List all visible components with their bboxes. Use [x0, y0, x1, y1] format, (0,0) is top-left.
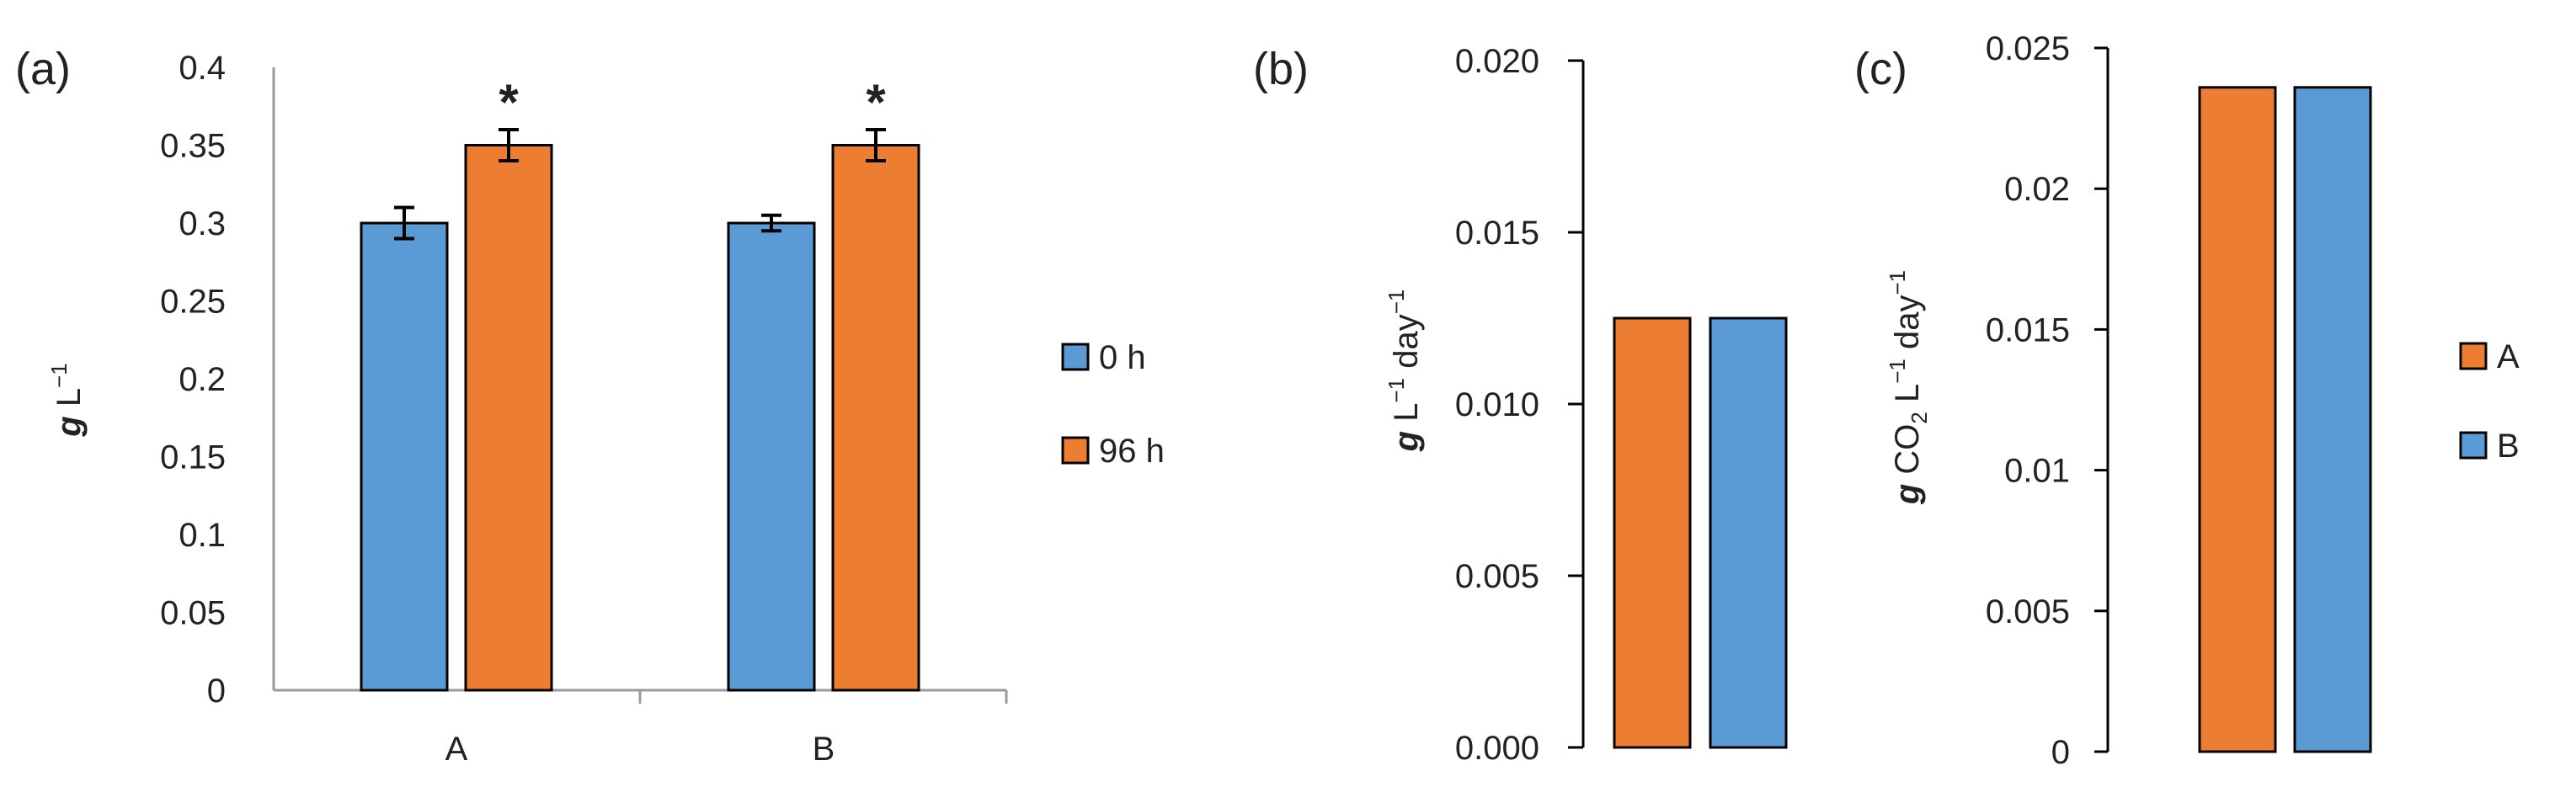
panel-b: (b) g L−1 day−1 0.000 0.005 0.010 0.015 0.02…	[1253, 43, 1788, 767]
legend-label-0h: 0 h	[1099, 339, 1146, 376]
y-tick-label: 0.1	[179, 517, 226, 554]
legend-label-b: B	[2497, 428, 2520, 465]
x-tick-label: B	[813, 731, 835, 768]
panel-a-legend: 0 h 96 h	[1061, 339, 1165, 470]
bar-0h-B	[727, 221, 816, 692]
y-tick-label: 0.020	[1455, 43, 1539, 80]
bar-96h-B	[831, 144, 920, 692]
y-tick-label: 0.4	[179, 50, 226, 87]
bar-0h-A	[360, 221, 449, 692]
bar-A	[2198, 86, 2277, 753]
panel-a-y-ticks: 0 0.05 0.1 0.15 0.2 0.25 0.3 0.35 0.4	[160, 50, 226, 710]
panel-b-ylabel: g L−1 day−1	[1384, 290, 1425, 453]
bar-B	[2293, 86, 2372, 753]
panel-a: (a) g L−1 00.050.10.150.20.250.30.350.4 …	[15, 44, 1165, 768]
panel-c-letter: (c)	[1854, 44, 1907, 94]
y-tick-label: 0.2	[179, 361, 226, 398]
panel-b-letter: (b)	[1253, 44, 1309, 94]
panel-c-ylabel: g CO2 L−1 day−1	[1885, 270, 1932, 505]
panel-c-legend: A B	[2459, 338, 2520, 465]
bar-A	[1613, 316, 1692, 749]
y-tick-label: 0.05	[160, 595, 226, 632]
y-tick-label: 0.015	[1986, 311, 2070, 348]
significance-marker: *	[499, 74, 519, 130]
panel-a-bars: * *	[360, 74, 920, 692]
y-tick-label: 0.005	[1455, 558, 1539, 595]
bar-96h-A	[464, 144, 553, 692]
y-tick-label: 0.15	[160, 439, 226, 476]
panel-a-x-tick-marks	[638, 690, 1008, 704]
y-tick-label: 0	[207, 673, 226, 710]
legend-swatch-96h	[1061, 436, 1090, 465]
y-tick-label: 0.005	[1986, 593, 2070, 630]
y-tick-label: 0.25	[160, 284, 226, 321]
legend-label-96h: 96 h	[1099, 433, 1165, 470]
panel-b-bars	[1613, 316, 1788, 749]
legend-swatch-b	[2459, 431, 2488, 460]
significance-marker: *	[866, 74, 886, 130]
panel-c-y-ticks: 0 0.005 0.01 0.015 0.02 0.025	[1986, 30, 2108, 771]
y-tick-label: 0.3	[179, 205, 226, 242]
bar-B	[1709, 316, 1788, 749]
legend-swatch-a	[2459, 342, 2488, 370]
panel-c: (c) g CO2 L−1 day−1 00.0050.010.0150.020…	[1854, 30, 2520, 771]
y-tick-label: 0.015	[1455, 215, 1539, 252]
panel-a-letter: (a)	[15, 44, 71, 94]
y-tick-label: 0.000	[1455, 730, 1539, 767]
y-tick-label: 0.010	[1455, 386, 1539, 423]
y-tick-label: 0.025	[1986, 30, 2070, 67]
panel-c-bars	[2198, 86, 2372, 753]
x-tick-label: A	[445, 731, 468, 768]
legend-swatch-0h	[1061, 343, 1090, 371]
legend-label-a: A	[2497, 338, 2520, 375]
y-tick-label: 0.01	[2004, 453, 2070, 490]
y-tick-label: 0	[2051, 734, 2070, 771]
y-tick-label: 0.35	[160, 128, 226, 165]
y-tick-label: 0.02	[2004, 171, 2070, 208]
panel-b-y-ticks: 0.000 0.005 0.010 0.015 0.020	[1455, 43, 1583, 767]
panel-a-ylabel: g L−1	[46, 363, 88, 437]
